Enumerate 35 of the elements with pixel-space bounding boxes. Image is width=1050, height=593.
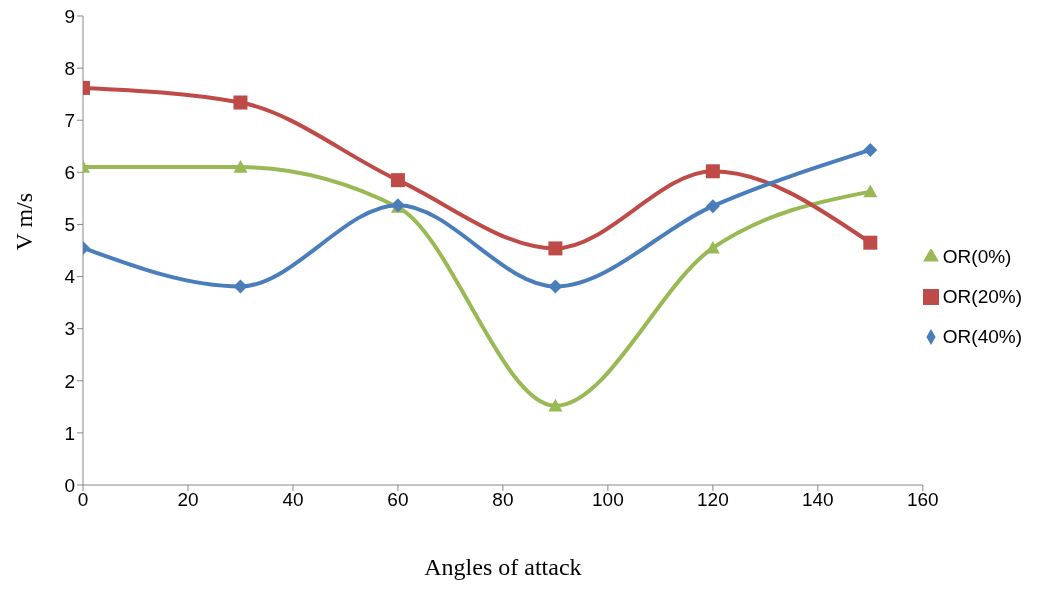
point [390, 173, 405, 188]
point [548, 241, 563, 256]
y-tick-label: 1 [64, 422, 75, 444]
point [233, 279, 248, 294]
point [233, 160, 248, 173]
point [705, 199, 720, 214]
point [548, 279, 563, 294]
point [233, 95, 248, 110]
y-tick-label: 0 [64, 474, 75, 496]
x-tick-label: 140 [801, 489, 834, 511]
x-tick-label: 20 [177, 489, 199, 511]
legend-label: OR(20%) [942, 285, 1022, 307]
point [863, 235, 878, 250]
legend-label: OR(0%) [942, 245, 1012, 267]
y-tick-label: 6 [64, 162, 75, 184]
point [705, 164, 720, 179]
x-tick-label: 60 [387, 489, 409, 511]
y-axis-title: V m/s [10, 192, 37, 251]
y-tick-label: 8 [64, 57, 75, 79]
x-axis-title: Angles of attack [424, 554, 582, 580]
y-tick-label: 9 [64, 5, 75, 27]
x-tick-label: 120 [697, 489, 729, 511]
point [548, 398, 563, 412]
y-tick-label: 4 [64, 266, 76, 288]
legend-label: OR(40%) [942, 325, 1022, 347]
x-tick-label: 80 [492, 489, 514, 511]
x-tick-label: 160 [906, 489, 939, 511]
y-tick-label: 3 [64, 318, 75, 340]
y-tick-label: 7 [64, 109, 75, 131]
point [863, 184, 878, 198]
point [863, 142, 878, 157]
y-tick-label: 5 [64, 214, 75, 236]
x-tick-label: 100 [592, 489, 624, 511]
y-tick-label: 2 [64, 370, 75, 392]
x-tick-label: 40 [282, 489, 304, 511]
